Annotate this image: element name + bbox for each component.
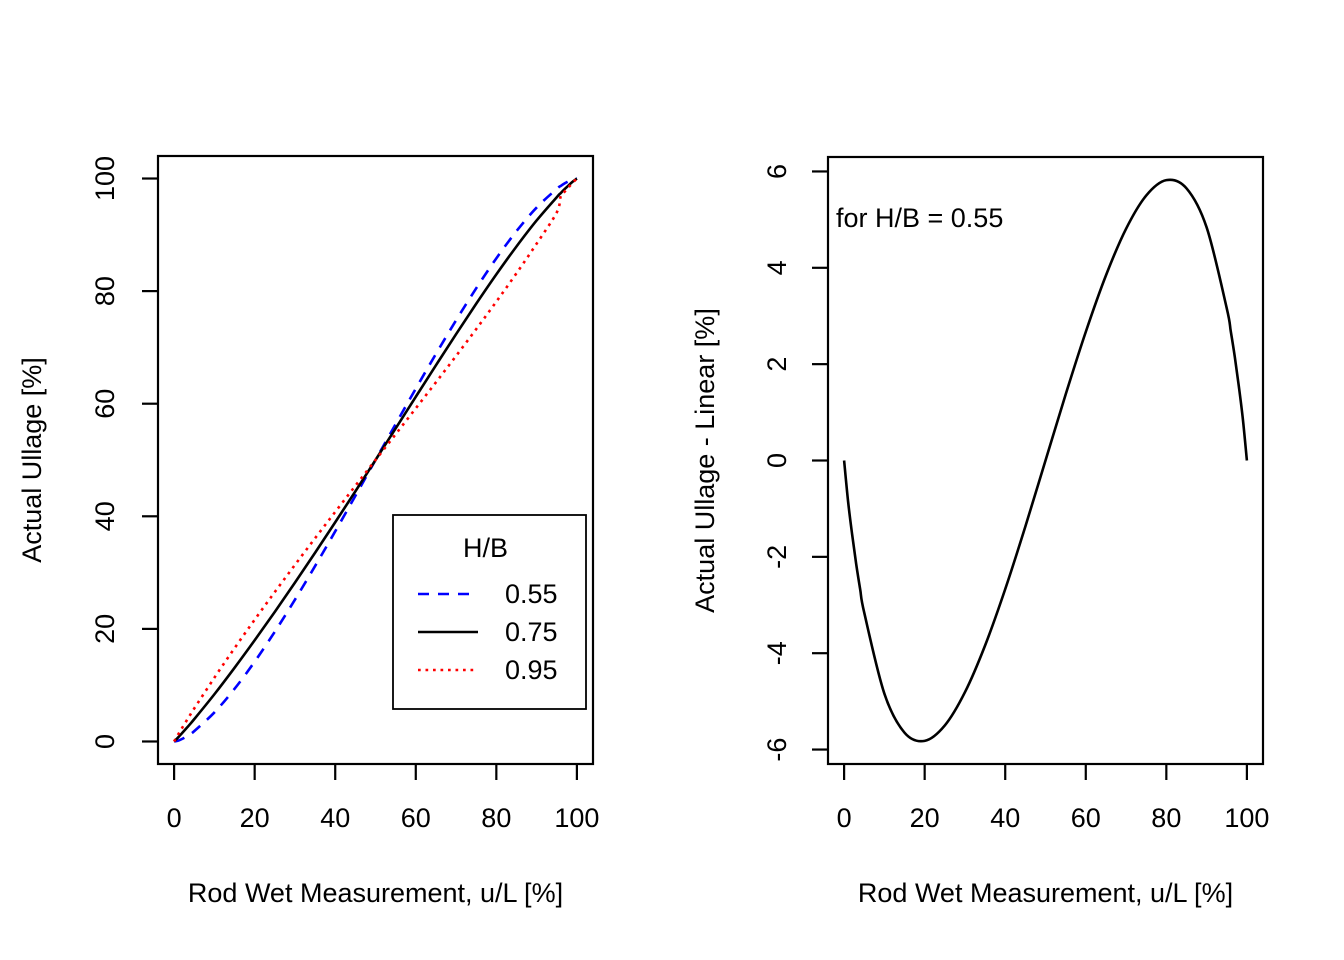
x-tick-label: 20 bbox=[910, 803, 940, 833]
legend-box bbox=[392, 514, 587, 710]
curve-hb-0.95 bbox=[172, 177, 578, 743]
x-tick-label: 0 bbox=[167, 803, 182, 833]
y-tick-label: -2 bbox=[762, 545, 792, 569]
y-tick-label: 20 bbox=[90, 614, 120, 644]
x-tick-label: 100 bbox=[1224, 803, 1269, 833]
y-tick-label: 2 bbox=[762, 357, 792, 372]
legend: H/B 0.55 0.75 0.95 bbox=[392, 514, 587, 710]
y-tick-label: 80 bbox=[90, 276, 120, 306]
x-tick-label: 60 bbox=[1071, 803, 1101, 833]
x-tick-label: 40 bbox=[320, 803, 350, 833]
legend-title: H/B bbox=[463, 533, 508, 563]
x-tick-label: 40 bbox=[990, 803, 1020, 833]
y-tick-label: 0 bbox=[762, 453, 792, 468]
y-tick-label: 100 bbox=[90, 156, 120, 201]
annotation-hb: for H/B = 0.55 bbox=[836, 203, 1003, 233]
y-tick-label: 60 bbox=[90, 389, 120, 419]
x-tick-label: 20 bbox=[240, 803, 270, 833]
y-tick-label: -6 bbox=[762, 738, 792, 762]
x-tick-label: 80 bbox=[1151, 803, 1181, 833]
y-tick-label: 40 bbox=[90, 501, 120, 531]
legend-item-label: 0.75 bbox=[505, 617, 558, 647]
curve-hb-0.55 bbox=[842, 178, 1249, 743]
legend-item-label: 0.95 bbox=[505, 655, 558, 685]
y-axis-title: Actual Ullage [%] bbox=[17, 357, 47, 563]
right-chart: 0 20 40 60 80 100 -6 -4 -2 0 2 4 6 Rod Wet Measuremen… bbox=[690, 155, 1269, 908]
x-tick-label: 80 bbox=[481, 803, 511, 833]
y-axis-title: Actual Ullage - Linear [%] bbox=[690, 308, 720, 613]
y-tick-label: 0 bbox=[90, 734, 120, 749]
x-axis-title: Rod Wet Measurement, u/L [%] bbox=[188, 878, 563, 908]
left-chart: 0 20 40 60 80 100 0 20 40 60 80 100 Rod Wet Measurem… bbox=[17, 154, 599, 908]
y-tick-label: -4 bbox=[762, 641, 792, 665]
x-axis-title: Rod Wet Measurement, u/L [%] bbox=[858, 878, 1233, 908]
legend-item-label: 0.55 bbox=[505, 579, 558, 609]
x-tick-label: 0 bbox=[837, 803, 852, 833]
x-tick-label: 100 bbox=[554, 803, 599, 833]
x-tick-label: 60 bbox=[401, 803, 431, 833]
y-tick-label: 6 bbox=[762, 164, 792, 179]
y-tick-label: 4 bbox=[762, 260, 792, 275]
